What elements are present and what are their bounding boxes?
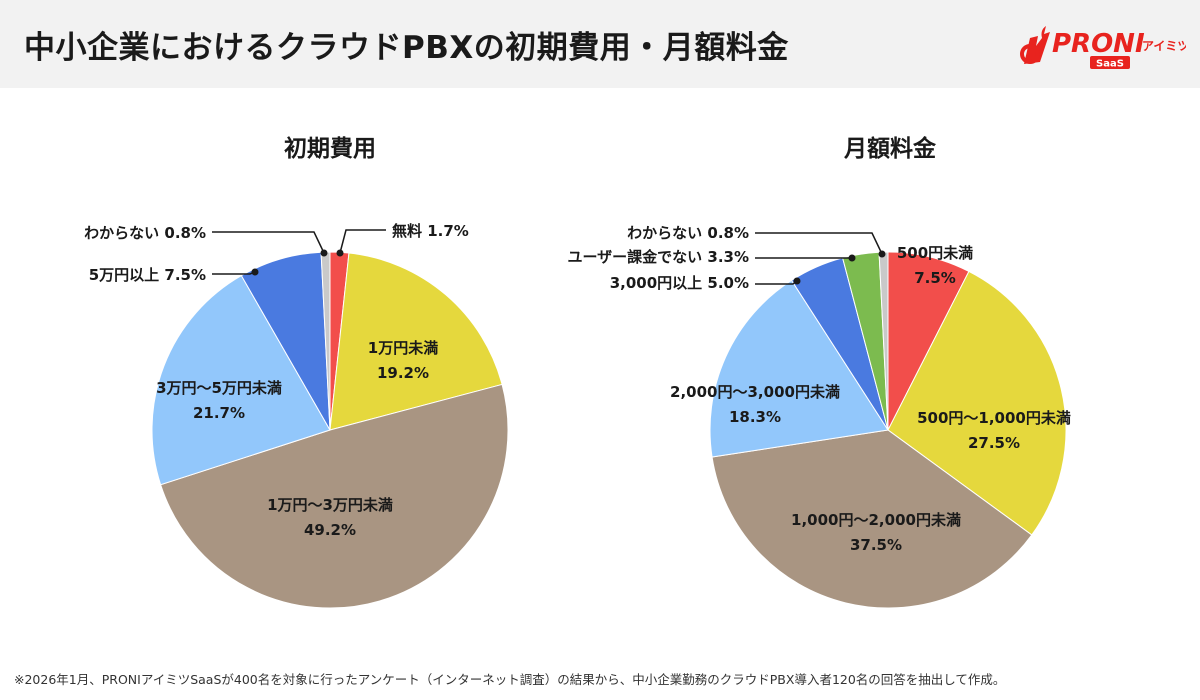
logo-mark-icon — [1020, 26, 1050, 64]
monthly-fee-pie-chart: 月額料金 500円未満 7.5% 500円〜1,000円未満 27.5% 1,000円〜… — [567, 135, 1071, 609]
page-title: 中小企業におけるクラウドPBXの初期費用・月額料金 — [24, 30, 789, 66]
leader-dot-1-5 — [848, 254, 856, 262]
leader-dot-0-5 — [320, 249, 328, 257]
slice-callout-1-5: ユーザー課金でない 3.3% — [567, 248, 749, 266]
brand-logo: PRONI アイミツ SaaS — [1020, 26, 1186, 70]
slice-callout-0-0: 無料 1.7% — [392, 222, 469, 240]
slice-value-0-2: 49.2% — [304, 521, 356, 539]
logo-sub-text: アイミツ — [1142, 39, 1186, 53]
pie-slice-1-3 — [709, 279, 889, 458]
pie-slice-0-2 — [159, 383, 509, 609]
slice-value-1-3: 18.3% — [729, 408, 781, 426]
leader-dot-0-0 — [336, 249, 344, 257]
pie-slice-1-2 — [711, 429, 1033, 609]
leader-dot-1-6 — [878, 250, 886, 258]
slice-label-1-2: 1,000円〜2,000円未満 — [791, 511, 961, 529]
chart-title-initial-cost: 初期費用 — [284, 135, 376, 162]
logo-tag-bg — [1090, 56, 1130, 69]
slice-label-1-1: 500円〜1,000円未満 — [917, 409, 1071, 427]
slice-value-0-3: 21.7% — [193, 404, 245, 422]
logo-tag-text: SaaS — [1096, 59, 1124, 70]
slice-callout-0-5: わからない 0.8% — [84, 224, 206, 242]
leader-line-0-5 — [212, 231, 325, 254]
initial-cost-pie-chart: 初期費用 無料 1.7% 1万円未満 19.2% 1万円〜3万円未満 49.2% 3万円〜… — [84, 135, 509, 609]
slice-label-1-3: 2,000円〜3,000円未満 — [670, 383, 840, 401]
slice-label-0-3: 3万円〜5万円未満 — [156, 379, 282, 397]
slice-label-0-1: 1万円未満 — [368, 339, 438, 357]
logo-brand-text: PRONI — [1052, 29, 1145, 59]
pie-slice-0-3 — [151, 274, 331, 486]
slice-callout-1-6: わからない 0.8% — [627, 224, 749, 242]
header-bar: 中小企業におけるクラウドPBXの初期費用・月額料金 PRONI アイミツ Saa… — [0, 0, 1200, 88]
leader-dot-1-4 — [793, 277, 801, 285]
pie-slice-0-1 — [329, 252, 503, 431]
slice-label-0-2: 1万円〜3万円未満 — [267, 496, 393, 514]
slice-callout-0-4: 5万円以上 7.5% — [89, 266, 206, 284]
chart-title-monthly-fee: 月額料金 — [843, 135, 937, 162]
leader-line-1-6 — [755, 232, 883, 255]
pie-slice-1-1 — [887, 270, 1067, 536]
charts-area: 初期費用 無料 1.7% 1万円未満 19.2% 1万円〜3万円未満 49.2% 3万円〜… — [84, 135, 1071, 609]
slice-value-1-0: 7.5% — [914, 269, 956, 287]
slice-value-0-1: 19.2% — [377, 364, 429, 382]
slice-label-1-0: 500円未満 — [897, 244, 973, 262]
slice-value-1-2: 37.5% — [850, 536, 902, 554]
leader-dot-0-4 — [251, 268, 259, 276]
survey-footnote: ※2026年1月、PRONIアイミツSaaSが400名を対象に行ったアンケート（… — [14, 672, 1006, 687]
slice-callout-1-4: 3,000円以上 5.0% — [610, 274, 749, 292]
slice-value-1-1: 27.5% — [968, 434, 1020, 452]
leader-line-0-0 — [339, 229, 386, 254]
